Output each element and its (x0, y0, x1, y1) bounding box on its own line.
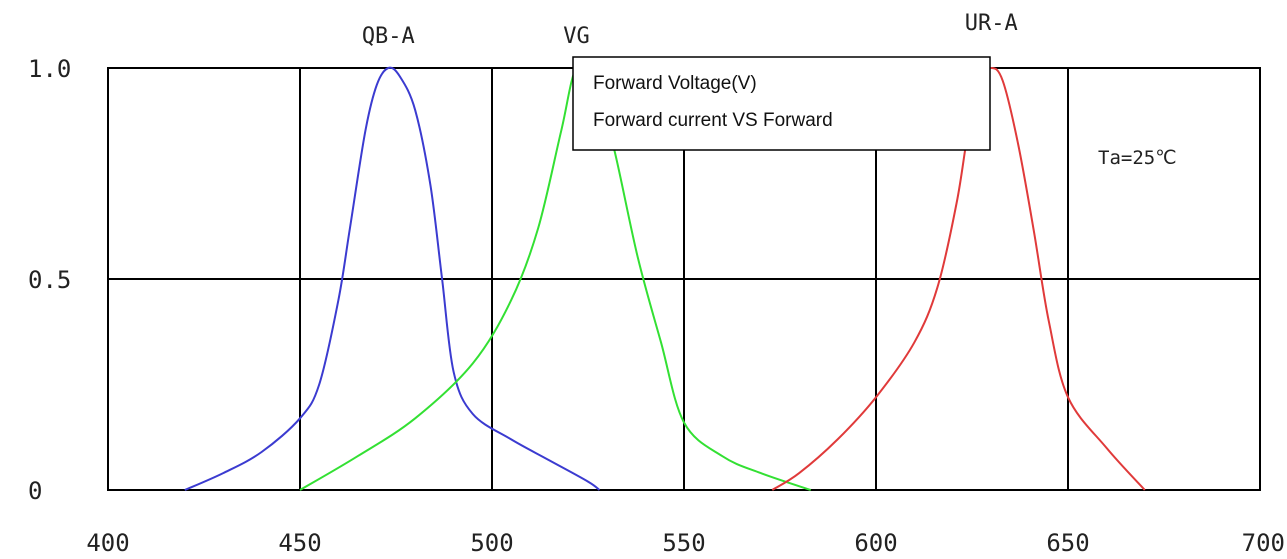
x-tick-label: 500 (470, 529, 513, 557)
legend-box: Forward Voltage(V) Forward current VS Fo… (572, 56, 991, 151)
x-tick-labels: 400 450 500 550 600 650 700 (86, 529, 1285, 557)
y-tick-label: 0 (28, 477, 42, 505)
y-tick-label: 0.5 (28, 266, 71, 294)
series-label-qb-a: QB-A (362, 24, 415, 49)
series-line-qb-a (184, 66, 601, 491)
temperature-annotation: Ta=25℃ (1098, 147, 1177, 169)
legend-box-line-1: Forward Voltage(V) (593, 73, 757, 94)
x-tick-label: 400 (86, 529, 129, 557)
x-tick-label: 450 (278, 529, 321, 557)
series-labels: QB-A VG UR-A (362, 11, 1018, 49)
x-tick-label: 600 (854, 529, 897, 557)
legend-box-frame (572, 56, 991, 151)
series-label-vg: VG (563, 24, 590, 49)
x-tick-label: 700 (1242, 529, 1285, 557)
series-label-ur-a: UR-A (965, 11, 1018, 36)
y-tick-labels: 0 0.5 1.0 (28, 55, 71, 505)
y-tick-label: 1.0 (28, 55, 71, 83)
x-tick-label: 650 (1046, 529, 1089, 557)
x-tick-label: 550 (662, 529, 705, 557)
legend-box-line-2: Forward current VS Forward (593, 110, 833, 131)
